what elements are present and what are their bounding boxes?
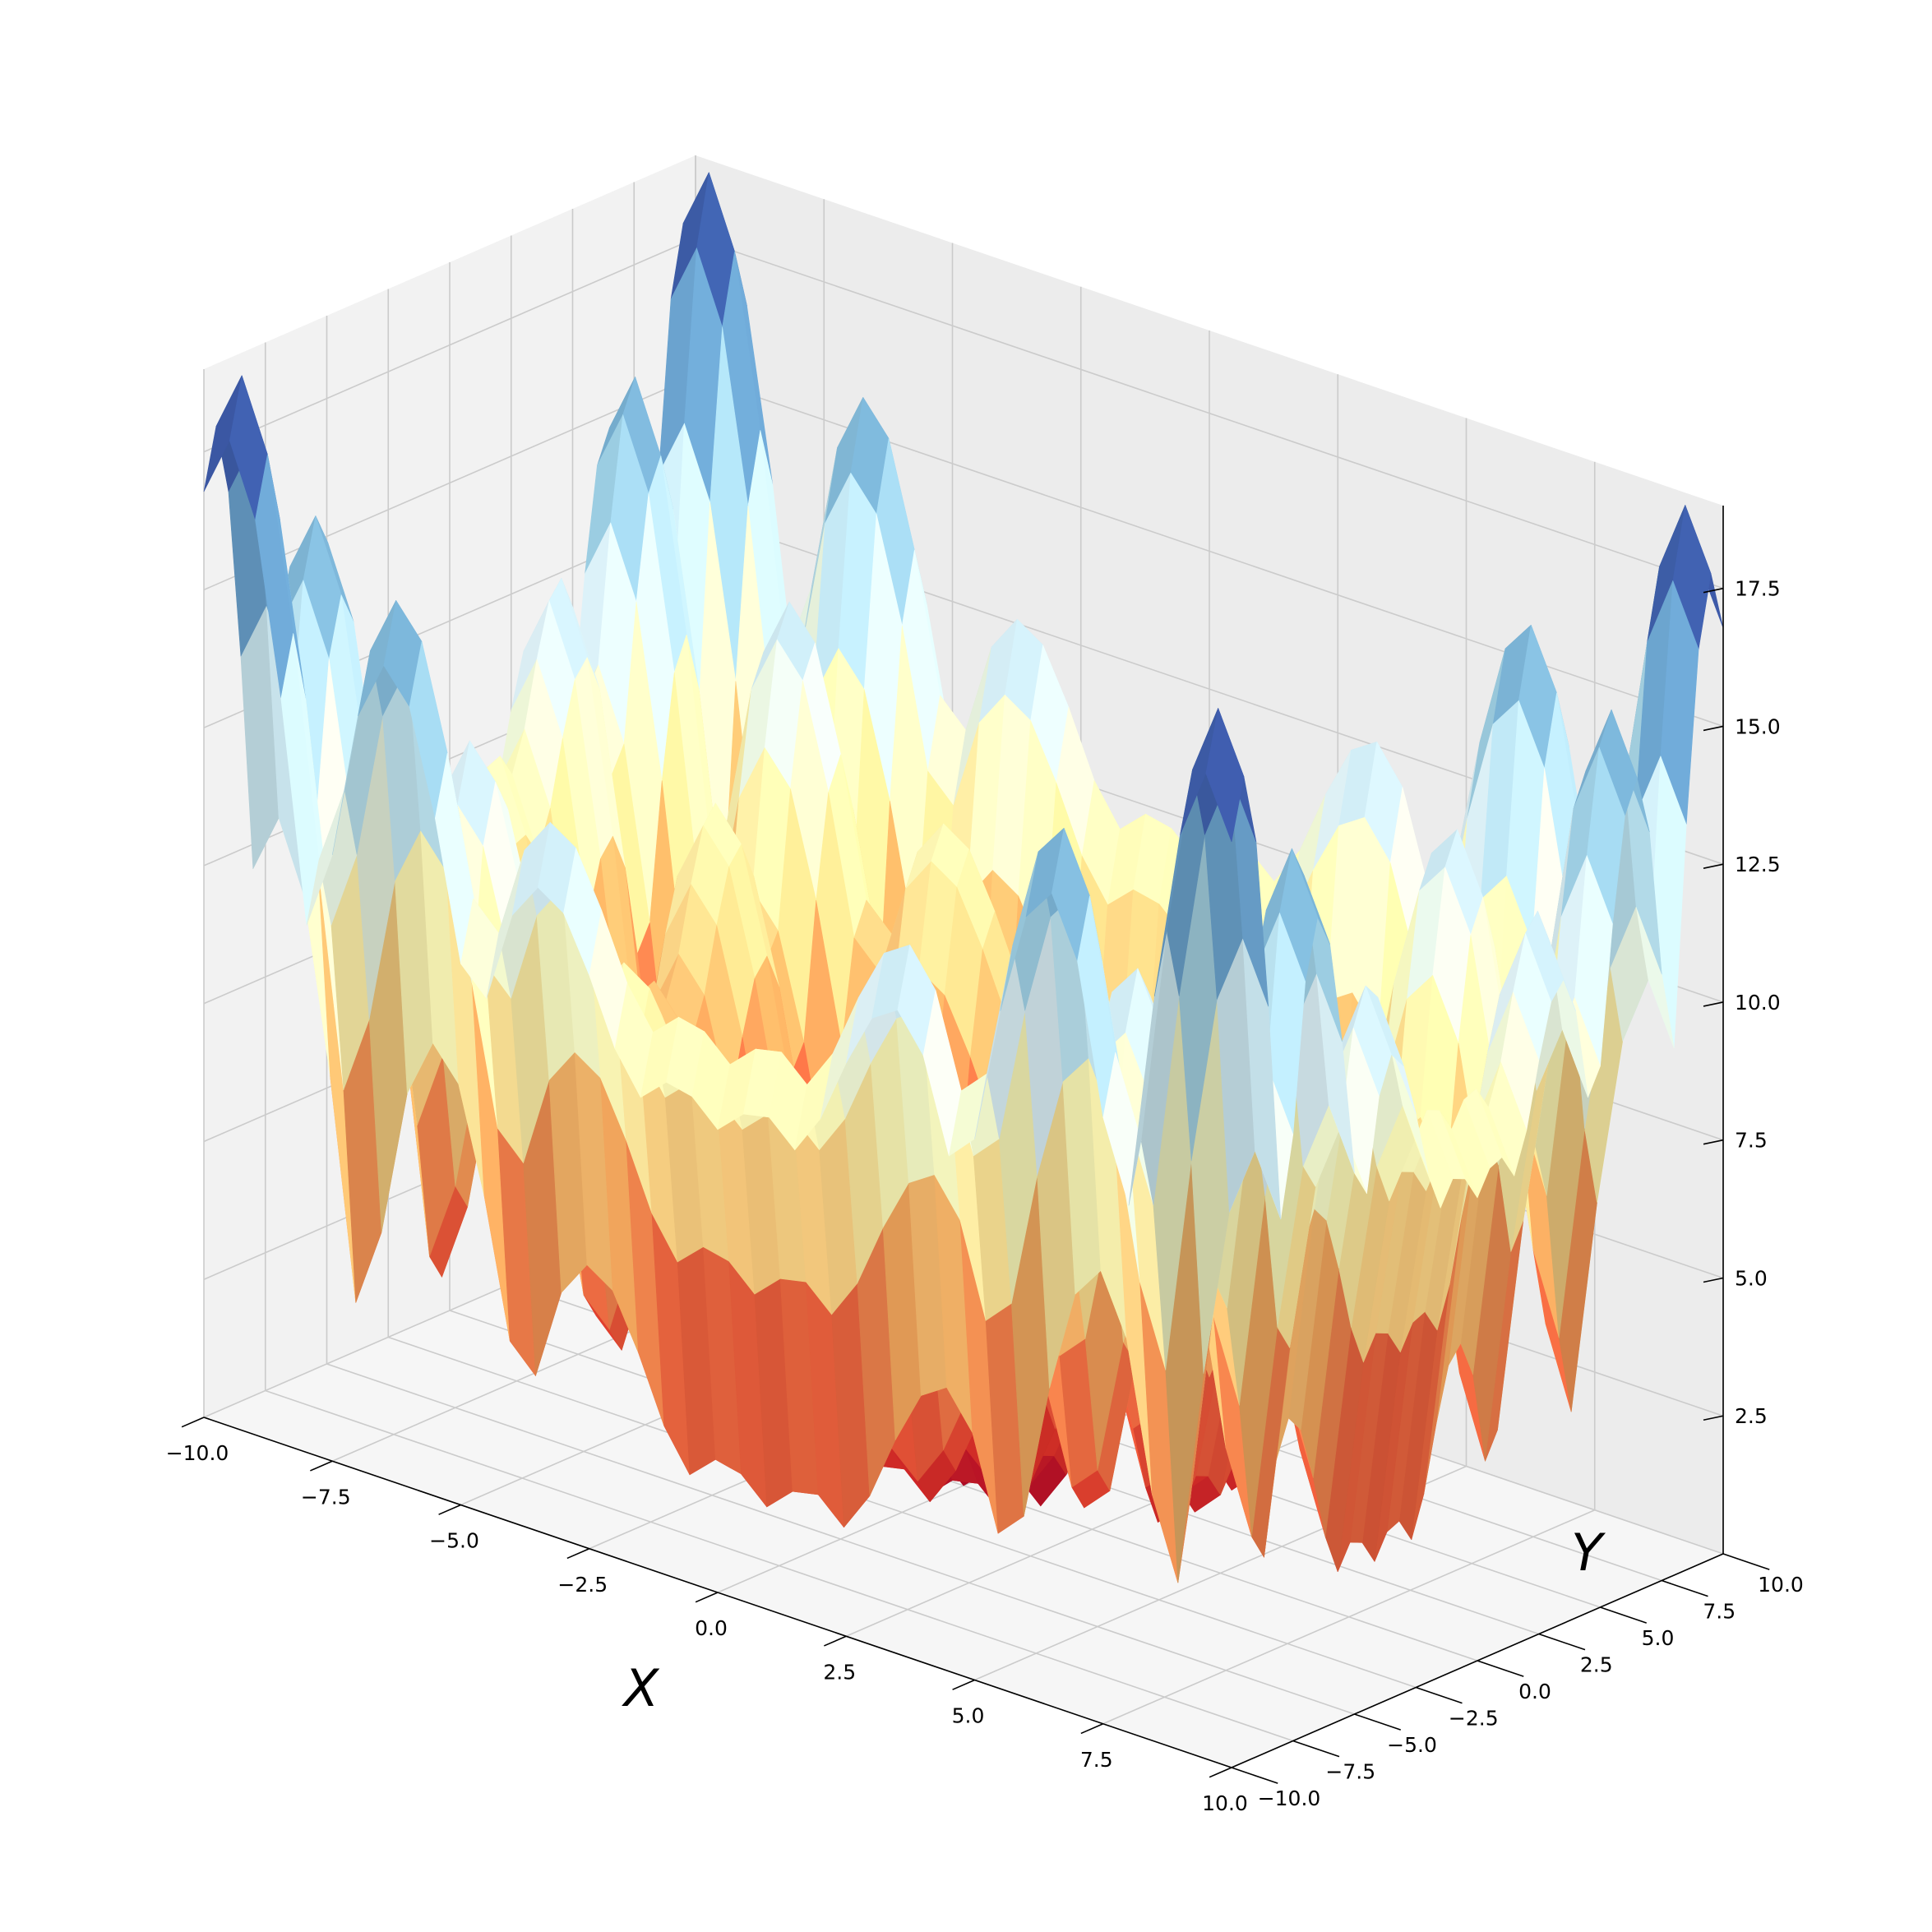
y-tick-label: 2.5: [1580, 1653, 1613, 1677]
z-tick-mark: [1703, 725, 1724, 732]
z-tick-mark: [1703, 1415, 1724, 1421]
x-tick-mark: [438, 1504, 461, 1515]
z-tick-mark: [1703, 863, 1724, 869]
y-tick-mark: [1661, 1579, 1708, 1597]
x-tick-mark: [566, 1548, 590, 1560]
y-axis-title: Y: [1571, 1523, 1606, 1583]
z-tick-label: 15.0: [1735, 714, 1781, 738]
y-tick-label: −10.0: [1258, 1786, 1321, 1810]
y-tick-label: −2.5: [1449, 1707, 1499, 1731]
gridline-back-z: [695, 237, 1724, 589]
x-tick-label: −5.0: [429, 1529, 479, 1553]
y-tick-label: 10.0: [1758, 1573, 1804, 1597]
surface-facet: [1205, 708, 1245, 843]
tick-labels: −10.0−10.0−7.5−7.5−5.0−5.0−2.5−2.50.00.0…: [166, 577, 1804, 1815]
z-tick-mark: [1703, 1277, 1724, 1283]
z-tick-label: 12.5: [1735, 853, 1781, 876]
z-tick-mark: [1703, 1001, 1724, 1007]
z-tick-label: 2.5: [1735, 1404, 1768, 1428]
x-axis-title: X: [622, 1658, 660, 1718]
x-tick-mark: [1080, 1723, 1104, 1735]
z-tick-label: 17.5: [1735, 577, 1781, 601]
x-tick-label: −2.5: [557, 1573, 608, 1597]
x-tick-mark: [181, 1417, 205, 1428]
x-tick-mark: [1209, 1767, 1232, 1778]
z-tick-mark: [1703, 587, 1724, 594]
y-tick-label: −5.0: [1387, 1733, 1437, 1757]
y-tick-mark: [1477, 1660, 1524, 1677]
x-tick-label: −7.5: [301, 1485, 351, 1509]
x-tick-mark: [310, 1460, 333, 1472]
y-tick-mark: [1600, 1606, 1648, 1624]
gridline-left-z: [203, 375, 696, 591]
y-tick-mark: [1292, 1740, 1340, 1758]
y-tick-label: −7.5: [1325, 1760, 1375, 1784]
gridline-floor-x: [1102, 1509, 1596, 1725]
y-tick-mark: [1354, 1713, 1402, 1731]
x-tick-label: 7.5: [1080, 1748, 1113, 1772]
x-tick-mark: [952, 1679, 975, 1690]
y-tick-mark: [1722, 1553, 1770, 1570]
y-tick-mark: [1231, 1767, 1278, 1784]
x-tick-mark: [695, 1592, 719, 1603]
x-tick-label: 10.0: [1202, 1791, 1248, 1815]
y-tick-label: 7.5: [1703, 1600, 1736, 1624]
y-tick-label: 0.0: [1518, 1680, 1551, 1703]
z-tick-label: 7.5: [1735, 1129, 1768, 1153]
surface-plot: [203, 172, 1724, 1583]
z-tick-mark: [1703, 1139, 1724, 1145]
gridline-left-z: [203, 237, 696, 453]
x-tick-label: 0.0: [695, 1616, 728, 1640]
x-tick-mark: [824, 1635, 847, 1647]
y-tick-label: 5.0: [1642, 1626, 1675, 1650]
x-tick-label: 2.5: [823, 1660, 856, 1684]
y-tick-mark: [1415, 1686, 1463, 1704]
z-tick-label: 5.0: [1735, 1266, 1768, 1290]
z-tick-label: 10.0: [1735, 991, 1781, 1015]
axis-lines: [181, 506, 1770, 1784]
x-tick-label: −10.0: [166, 1441, 229, 1465]
y-tick-mark: [1538, 1633, 1586, 1651]
x-tick-label: 5.0: [952, 1704, 985, 1728]
